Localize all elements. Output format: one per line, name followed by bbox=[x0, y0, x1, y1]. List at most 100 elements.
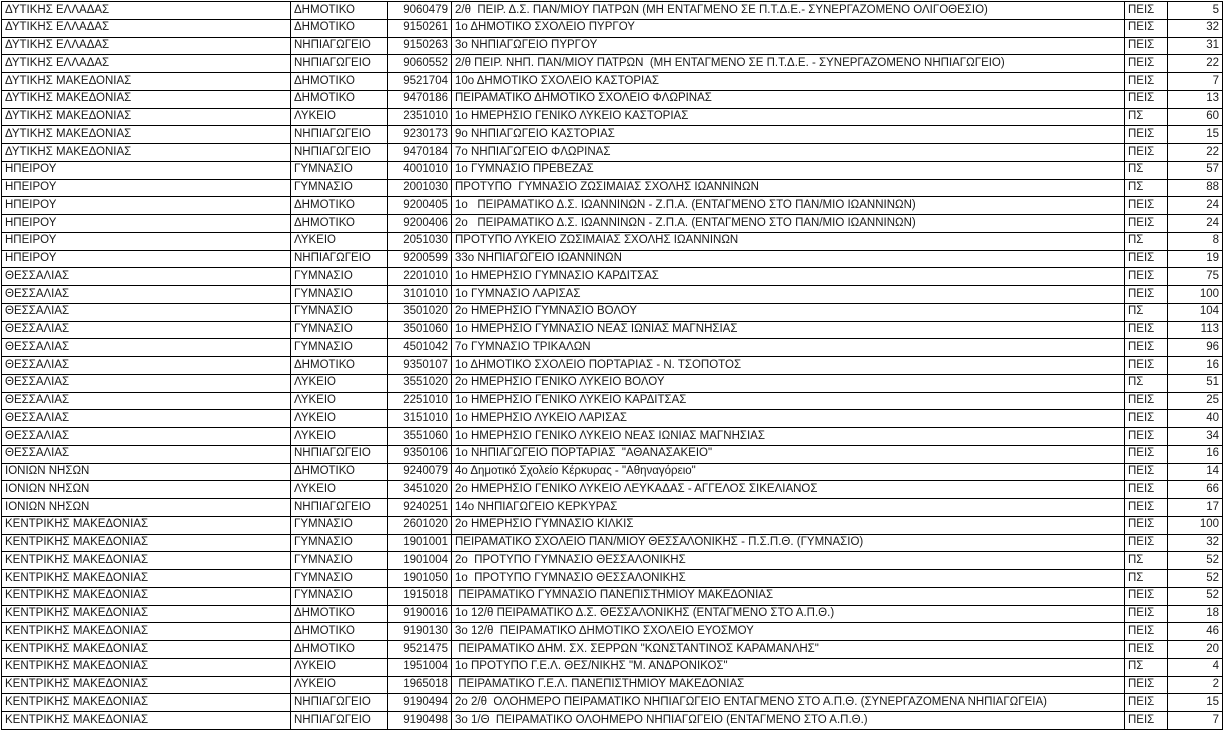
cell-school-type: ΓΥΜΝΑΣΙΟ bbox=[290, 338, 388, 357]
cell-school-code: 9470186 bbox=[387, 89, 452, 109]
table-row[interactable]: ΘΕΣΣΑΛΙΑΣ ΝΗΠΙΑΓΩΓΕΙΟ 9350106 1ο ΝΗΠΙΑΓΩ… bbox=[1, 444, 1223, 464]
cell-status-badge: ΠΣ bbox=[1124, 107, 1168, 127]
cell-school-type: ΛΥΚΕΙΟ bbox=[290, 480, 388, 499]
cell-school-type: ΔΗΜΟΤΙΚΟ bbox=[290, 89, 388, 109]
table-row[interactable]: ΔΥΤΙΚΗΣ ΕΛΛΑΔΑΣ ΔΗΜΟΤΙΚΟ 9060479 2/θ ΠΕΙ… bbox=[1, 1, 1223, 20]
table-row[interactable]: ΚΕΝΤΡΙΚΗΣ ΜΑΚΕΔΟΝΙΑΣ ΓΥΜΝΑΣΙΟ 1915018 ΠΕ… bbox=[1, 586, 1223, 606]
table-row[interactable]: ΚΕΝΤΡΙΚΗΣ ΜΑΚΕΔΟΝΙΑΣ ΓΥΜΝΑΣΙΟ 2601020 2ο… bbox=[1, 515, 1223, 535]
cell-region: ΙΟΝΙΩΝ ΝΗΣΩΝ bbox=[1, 462, 291, 482]
cell-school-code: 4501042 bbox=[387, 338, 452, 357]
cell-region: ΙΟΝΙΩΝ ΝΗΣΩΝ bbox=[1, 480, 291, 499]
table-row[interactable]: ΚΕΝΤΡΙΚΗΣ ΜΑΚΕΔΟΝΙΑΣ ΝΗΠΙΑΓΩΓΕΙΟ 9190498… bbox=[1, 711, 1223, 730]
cell-school-code: 1901050 bbox=[387, 569, 452, 588]
cell-school-name: 2ο ΗΜΕΡΗΣΙΟ ΓΥΜΝΑΣΙΟ ΒΟΛΟΥ bbox=[451, 302, 1125, 322]
table-row[interactable]: ΗΠΕΙΡΟΥ ΔΗΜΟΤΙΚΟ 9200405 1ο ΠΕΙΡΑΜΑΤΙΚΟ … bbox=[1, 196, 1223, 215]
table-row[interactable]: ΘΕΣΣΑΛΙΑΣ ΛΥΚΕΙΟ 3551020 2ο ΗΜΕΡΗΣΙΟ ΓΕΝ… bbox=[1, 373, 1223, 393]
table-row[interactable]: ΘΕΣΣΑΛΙΑΣ ΓΥΜΝΑΣΙΟ 3501060 1ο ΗΜΕΡΗΣΙΟ Γ… bbox=[1, 320, 1223, 340]
cell-status-badge: ΠΕΙΣ bbox=[1124, 54, 1168, 73]
table-row[interactable]: ΚΕΝΤΡΙΚΗΣ ΜΑΚΕΔΟΝΙΑΣ ΔΗΜΟΤΙΚΟ 9190016 1ο… bbox=[1, 604, 1223, 624]
table-row[interactable]: ΙΟΝΙΩΝ ΝΗΣΩΝ ΛΥΚΕΙΟ 3451020 2ο ΗΜΕΡΗΣΙΟ … bbox=[1, 480, 1223, 499]
cell-school-name: 1ο ΔΗΜΟΤΙΚΟ ΣΧΟΛΕΙΟ ΠΥΡΓΟΥ bbox=[451, 18, 1125, 38]
cell-school-code: 1965018 bbox=[387, 675, 452, 695]
table-row[interactable]: ΔΥΤΙΚΗΣ ΜΑΚΕΔΟΝΙΑΣ ΝΗΠΙΑΓΩΓΕΙΟ 9230173 9… bbox=[1, 125, 1223, 144]
cell-region: ΘΕΣΣΑΛΙΑΣ bbox=[1, 338, 291, 357]
cell-school-code: 1901001 bbox=[387, 533, 452, 553]
table-row[interactable]: ΚΕΝΤΡΙΚΗΣ ΜΑΚΕΔΟΝΙΑΣ ΓΥΜΝΑΣΙΟ 1901004 2ο… bbox=[1, 551, 1223, 570]
table-row[interactable]: ΘΕΣΣΑΛΙΑΣ ΔΗΜΟΤΙΚΟ 9350107 1ο ΔΗΜΟΤΙΚΟ Σ… bbox=[1, 356, 1223, 375]
cell-school-type: ΔΗΜΟΤΙΚΟ bbox=[290, 640, 388, 659]
cell-school-type: ΛΥΚΕΙΟ bbox=[290, 427, 388, 446]
cell-status-badge: ΠΕΙΣ bbox=[1124, 675, 1168, 695]
table-row[interactable]: ΔΥΤΙΚΗΣ ΜΑΚΕΔΟΝΙΑΣ ΛΥΚΕΙΟ 2351010 1ο ΗΜΕ… bbox=[1, 107, 1223, 127]
cell-school-type: ΓΥΜΝΑΣΙΟ bbox=[290, 285, 388, 304]
cell-school-name: 1ο ΗΜΕΡΗΣΙΟ ΓΕΝΙΚΟ ΛΥΚΕΙΟ ΚΑΡΔΙΤΣΑΣ bbox=[451, 391, 1125, 411]
table-row[interactable]: ΘΕΣΣΑΛΙΑΣ ΓΥΜΝΑΣΙΟ 2201010 1ο ΗΜΕΡΗΣΙΟ Γ… bbox=[1, 267, 1223, 286]
cell-school-code: 9190498 bbox=[387, 711, 452, 730]
cell-school-name: 7ο ΝΗΠΙΑΓΩΓΕΙΟ ΦΛΩΡΙΝΑΣ bbox=[451, 143, 1125, 162]
cell-region: ΗΠΕΙΡΟΥ bbox=[1, 196, 291, 215]
table-row[interactable]: ΘΕΣΣΑΛΙΑΣ ΓΥΜΝΑΣΙΟ 3501020 2ο ΗΜΕΡΗΣΙΟ Γ… bbox=[1, 302, 1223, 322]
cell-status-badge: ΠΕΙΣ bbox=[1124, 427, 1168, 446]
cell-school-type: ΓΥΜΝΑΣΙΟ bbox=[290, 569, 388, 588]
cell-school-type: ΔΗΜΟΤΙΚΟ bbox=[290, 214, 388, 233]
table-row[interactable]: ΚΕΝΤΡΙΚΗΣ ΜΑΚΕΔΟΝΙΑΣ ΔΗΜΟΤΙΚΟ 9521475 ΠΕ… bbox=[1, 640, 1223, 659]
cell-school-type: ΝΗΠΙΑΓΩΓΕΙΟ bbox=[290, 693, 388, 712]
table-row[interactable]: ΚΕΝΤΡΙΚΗΣ ΜΑΚΕΔΟΝΙΑΣ ΛΥΚΕΙΟ 1965018 ΠΕΙΡ… bbox=[1, 675, 1223, 695]
cell-school-code: 3501060 bbox=[387, 320, 452, 340]
cell-school-code: 9190016 bbox=[387, 604, 452, 624]
cell-school-code: 9350106 bbox=[387, 444, 452, 464]
table-row[interactable]: ΔΥΤΙΚΗΣ ΜΑΚΕΔΟΝΙΑΣ ΔΗΜΟΤΙΚΟ 9470186 ΠΕΙΡ… bbox=[1, 89, 1223, 109]
cell-count-value: 52 bbox=[1167, 586, 1223, 606]
cell-count-value: 100 bbox=[1167, 285, 1223, 304]
cell-region: ΗΠΕΙΡΟΥ bbox=[1, 178, 291, 198]
table-row[interactable]: ΘΕΣΣΑΛΙΑΣ ΓΥΜΝΑΣΙΟ 3101010 1ο ΓΥΜΝΑΣΙΟ Λ… bbox=[1, 285, 1223, 304]
table-row[interactable]: ΔΥΤΙΚΗΣ ΜΑΚΕΔΟΝΙΑΣ ΔΗΜΟΤΙΚΟ 9521704 10ο … bbox=[1, 72, 1223, 91]
cell-region: ΔΥΤΙΚΗΣ ΜΑΚΕΔΟΝΙΑΣ bbox=[1, 72, 291, 91]
cell-count-value: 31 bbox=[1167, 36, 1223, 56]
table-row[interactable]: ΗΠΕΙΡΟΥ ΓΥΜΝΑΣΙΟ 2001030 ΠΡΟΤΥΠΟ ΓΥΜΝΑΣΙ… bbox=[1, 178, 1223, 198]
cell-school-name: 14ο ΝΗΠΙΑΓΩΓΕΙΟ ΚΕΡΚΥΡΑΣ bbox=[451, 498, 1125, 517]
cell-school-name: ΠΕΙΡΑΜΑΤΙΚΟ ΓΥΜΝΑΣΙΟ ΠΑΝΕΠΙΣΤΗΜΙΟΥ ΜΑΚΕΔ… bbox=[451, 586, 1125, 606]
table-row[interactable]: ΗΠΕΙΡΟΥ ΛΥΚΕΙΟ 2051030 ΠΡΟΤΥΠΟ ΛΥΚΕΙΟ ΖΩ… bbox=[1, 231, 1223, 251]
table-row[interactable]: ΙΟΝΙΩΝ ΝΗΣΩΝ ΝΗΠΙΑΓΩΓΕΙΟ 9240251 14ο ΝΗΠ… bbox=[1, 498, 1223, 517]
cell-region: ΚΕΝΤΡΙΚΗΣ ΜΑΚΕΔΟΝΙΑΣ bbox=[1, 622, 291, 641]
cell-school-code: 2351010 bbox=[387, 107, 452, 127]
cell-status-badge: ΠΕΙΣ bbox=[1124, 249, 1168, 269]
cell-status-badge: ΠΣ bbox=[1124, 569, 1168, 588]
cell-school-name: 2ο ΠΡΟΤΥΠΟ ΓΥΜΝΑΣΙΟ ΘΕΣΣΑΛΟΝΙΚΗΣ bbox=[451, 551, 1125, 570]
cell-count-value: 113 bbox=[1167, 320, 1223, 340]
table-row[interactable]: ΘΕΣΣΑΛΙΑΣ ΛΥΚΕΙΟ 3151010 1ο ΗΜΕΡΗΣΙΟ ΛΥΚ… bbox=[1, 409, 1223, 428]
cell-count-value: 4 bbox=[1167, 657, 1223, 677]
cell-status-badge: ΠΕΙΣ bbox=[1124, 143, 1168, 162]
table-row[interactable]: ΙΟΝΙΩΝ ΝΗΣΩΝ ΔΗΜΟΤΙΚΟ 9240079 4ο Δημοτικ… bbox=[1, 462, 1223, 482]
cell-school-code: 9240251 bbox=[387, 498, 452, 517]
table-row[interactable]: ΗΠΕΙΡΟΥ ΓΥΜΝΑΣΙΟ 4001010 1ο ΓΥΜΝΑΣΙΟ ΠΡΕ… bbox=[1, 160, 1223, 180]
table-row[interactable]: ΚΕΝΤΡΙΚΗΣ ΜΑΚΕΔΟΝΙΑΣ ΓΥΜΝΑΣΙΟ 1901050 1ο… bbox=[1, 569, 1223, 588]
cell-school-code: 1915018 bbox=[387, 586, 452, 606]
cell-region: ΘΕΣΣΑΛΙΑΣ bbox=[1, 267, 291, 286]
cell-school-code: 1901004 bbox=[387, 551, 452, 570]
cell-count-value: 13 bbox=[1167, 89, 1223, 109]
table-row[interactable]: ΘΕΣΣΑΛΙΑΣ ΛΥΚΕΙΟ 3551060 1ο ΗΜΕΡΗΣΙΟ ΓΕΝ… bbox=[1, 427, 1223, 446]
cell-school-type: ΓΥΜΝΑΣΙΟ bbox=[290, 551, 388, 570]
cell-school-name: 2ο ΗΜΕΡΗΣΙΟ ΓΕΝΙΚΟ ΛΥΚΕΙΟ ΒΟΛΟΥ bbox=[451, 373, 1125, 393]
table-row[interactable]: ΔΥΤΙΚΗΣ ΜΑΚΕΔΟΝΙΑΣ ΝΗΠΙΑΓΩΓΕΙΟ 9470184 7… bbox=[1, 143, 1223, 162]
cell-school-name: ΠΕΙΡΑΜΑΤΙΚΟ ΔΗΜΟΤΙΚΟ ΣΧΟΛΕΙΟ ΦΛΩΡΙΝΑΣ bbox=[451, 89, 1125, 109]
table-row[interactable]: ΗΠΕΙΡΟΥ ΝΗΠΙΑΓΩΓΕΙΟ 9200599 33ο ΝΗΠΙΑΓΩΓ… bbox=[1, 249, 1223, 269]
table-row[interactable]: ΚΕΝΤΡΙΚΗΣ ΜΑΚΕΔΟΝΙΑΣ ΛΥΚΕΙΟ 1951004 1ο Π… bbox=[1, 657, 1223, 677]
table-row[interactable]: ΔΥΤΙΚΗΣ ΕΛΛΑΔΑΣ ΝΗΠΙΑΓΩΓΕΙΟ 9150263 3ο Ν… bbox=[1, 36, 1223, 56]
table-row[interactable]: ΘΕΣΣΑΛΙΑΣ ΛΥΚΕΙΟ 2251010 1ο ΗΜΕΡΗΣΙΟ ΓΕΝ… bbox=[1, 391, 1223, 411]
table-row[interactable]: ΚΕΝΤΡΙΚΗΣ ΜΑΚΕΔΟΝΙΑΣ ΔΗΜΟΤΙΚΟ 9190130 3ο… bbox=[1, 622, 1223, 641]
table-row[interactable]: ΔΥΤΙΚΗΣ ΕΛΛΑΔΑΣ ΔΗΜΟΤΙΚΟ 9150261 1ο ΔΗΜΟ… bbox=[1, 18, 1223, 38]
cell-region: ΚΕΝΤΡΙΚΗΣ ΜΑΚΕΔΟΝΙΑΣ bbox=[1, 569, 291, 588]
table-row[interactable]: ΗΠΕΙΡΟΥ ΔΗΜΟΤΙΚΟ 9200406 2ο ΠΕΙΡΑΜΑΤΙΚΟ … bbox=[1, 214, 1223, 233]
table-row[interactable]: ΘΕΣΣΑΛΙΑΣ ΓΥΜΝΑΣΙΟ 4501042 7ο ΓΥΜΝΑΣΙΟ Τ… bbox=[1, 338, 1223, 357]
cell-school-code: 9521475 bbox=[387, 640, 452, 659]
table-row[interactable]: ΔΥΤΙΚΗΣ ΕΛΛΑΔΑΣ ΝΗΠΙΑΓΩΓΕΙΟ 9060552 2/θ … bbox=[1, 54, 1223, 73]
cell-count-value: 22 bbox=[1167, 143, 1223, 162]
cell-school-type: ΔΗΜΟΤΙΚΟ bbox=[290, 356, 388, 375]
table-row[interactable]: ΚΕΝΤΡΙΚΗΣ ΜΑΚΕΔΟΝΙΑΣ ΓΥΜΝΑΣΙΟ 1901001 ΠΕ… bbox=[1, 533, 1223, 553]
cell-school-name: 1ο ΓΥΜΝΑΣΙΟ ΠΡΕΒΕΖΑΣ bbox=[451, 160, 1125, 180]
table-row[interactable]: ΚΕΝΤΡΙΚΗΣ ΜΑΚΕΔΟΝΙΑΣ ΝΗΠΙΑΓΩΓΕΙΟ 9190494… bbox=[1, 693, 1223, 712]
cell-count-value: 24 bbox=[1167, 196, 1223, 215]
